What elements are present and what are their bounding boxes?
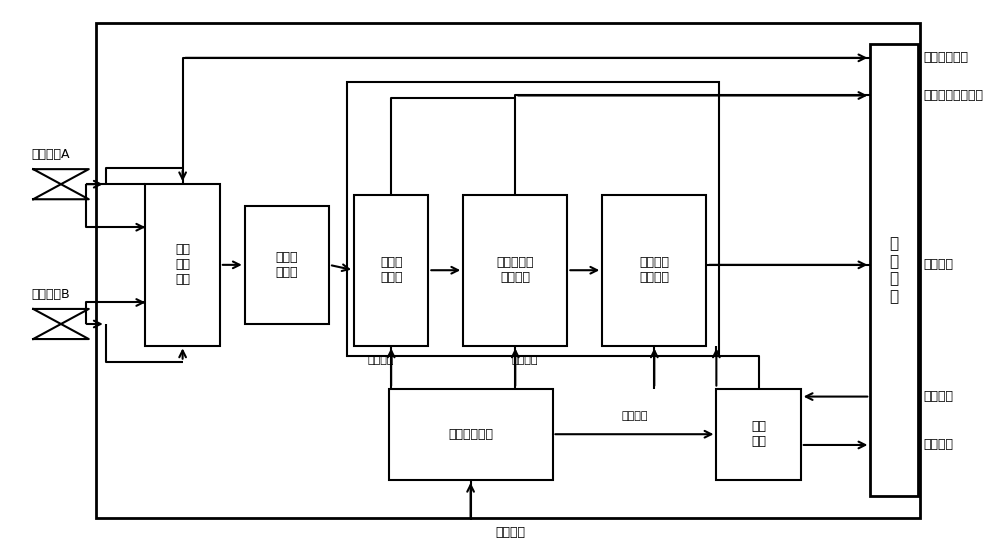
- Bar: [245, 206, 329, 324]
- Text: 显
示
面
板: 显 示 面 板: [890, 237, 899, 304]
- Text: 控制
单元: 控制 单元: [751, 420, 766, 448]
- Text: 信源解码
同步单元: 信源解码 同步单元: [639, 256, 669, 284]
- Bar: [389, 388, 553, 480]
- Bar: [716, 388, 801, 480]
- Text: 二级供电: 二级供电: [621, 411, 648, 421]
- Bar: [463, 195, 567, 345]
- Text: 视频信号: 视频信号: [923, 258, 953, 272]
- Text: 射频信号能量指示: 射频信号能量指示: [923, 89, 983, 102]
- Text: 接收天线A: 接收天线A: [31, 148, 70, 161]
- Text: 电子
射频
开关: 电子 射频 开关: [175, 243, 190, 286]
- Text: 一级供电: 一级供电: [495, 526, 525, 539]
- Bar: [354, 195, 428, 345]
- Text: 接收天线B: 接收天线B: [31, 288, 70, 301]
- Bar: [96, 23, 920, 517]
- Text: 射频开关选择: 射频开关选择: [923, 52, 968, 64]
- Bar: [145, 184, 220, 345]
- Text: 状态返回: 状态返回: [923, 438, 953, 451]
- Bar: [870, 45, 918, 496]
- Text: 低噪声
放大器: 低噪声 放大器: [276, 251, 298, 279]
- Text: 二级供电: 二级供电: [512, 355, 538, 365]
- Bar: [347, 82, 719, 356]
- Text: 接收通
道单元: 接收通 道单元: [380, 256, 402, 284]
- Text: 二级供电: 二级供电: [368, 355, 394, 365]
- Text: 控制指令: 控制指令: [923, 390, 953, 403]
- Bar: [602, 195, 706, 345]
- Text: 解扩及信道
解码单元: 解扩及信道 解码单元: [497, 256, 534, 284]
- Text: 电源变换单元: 电源变换单元: [448, 428, 493, 441]
